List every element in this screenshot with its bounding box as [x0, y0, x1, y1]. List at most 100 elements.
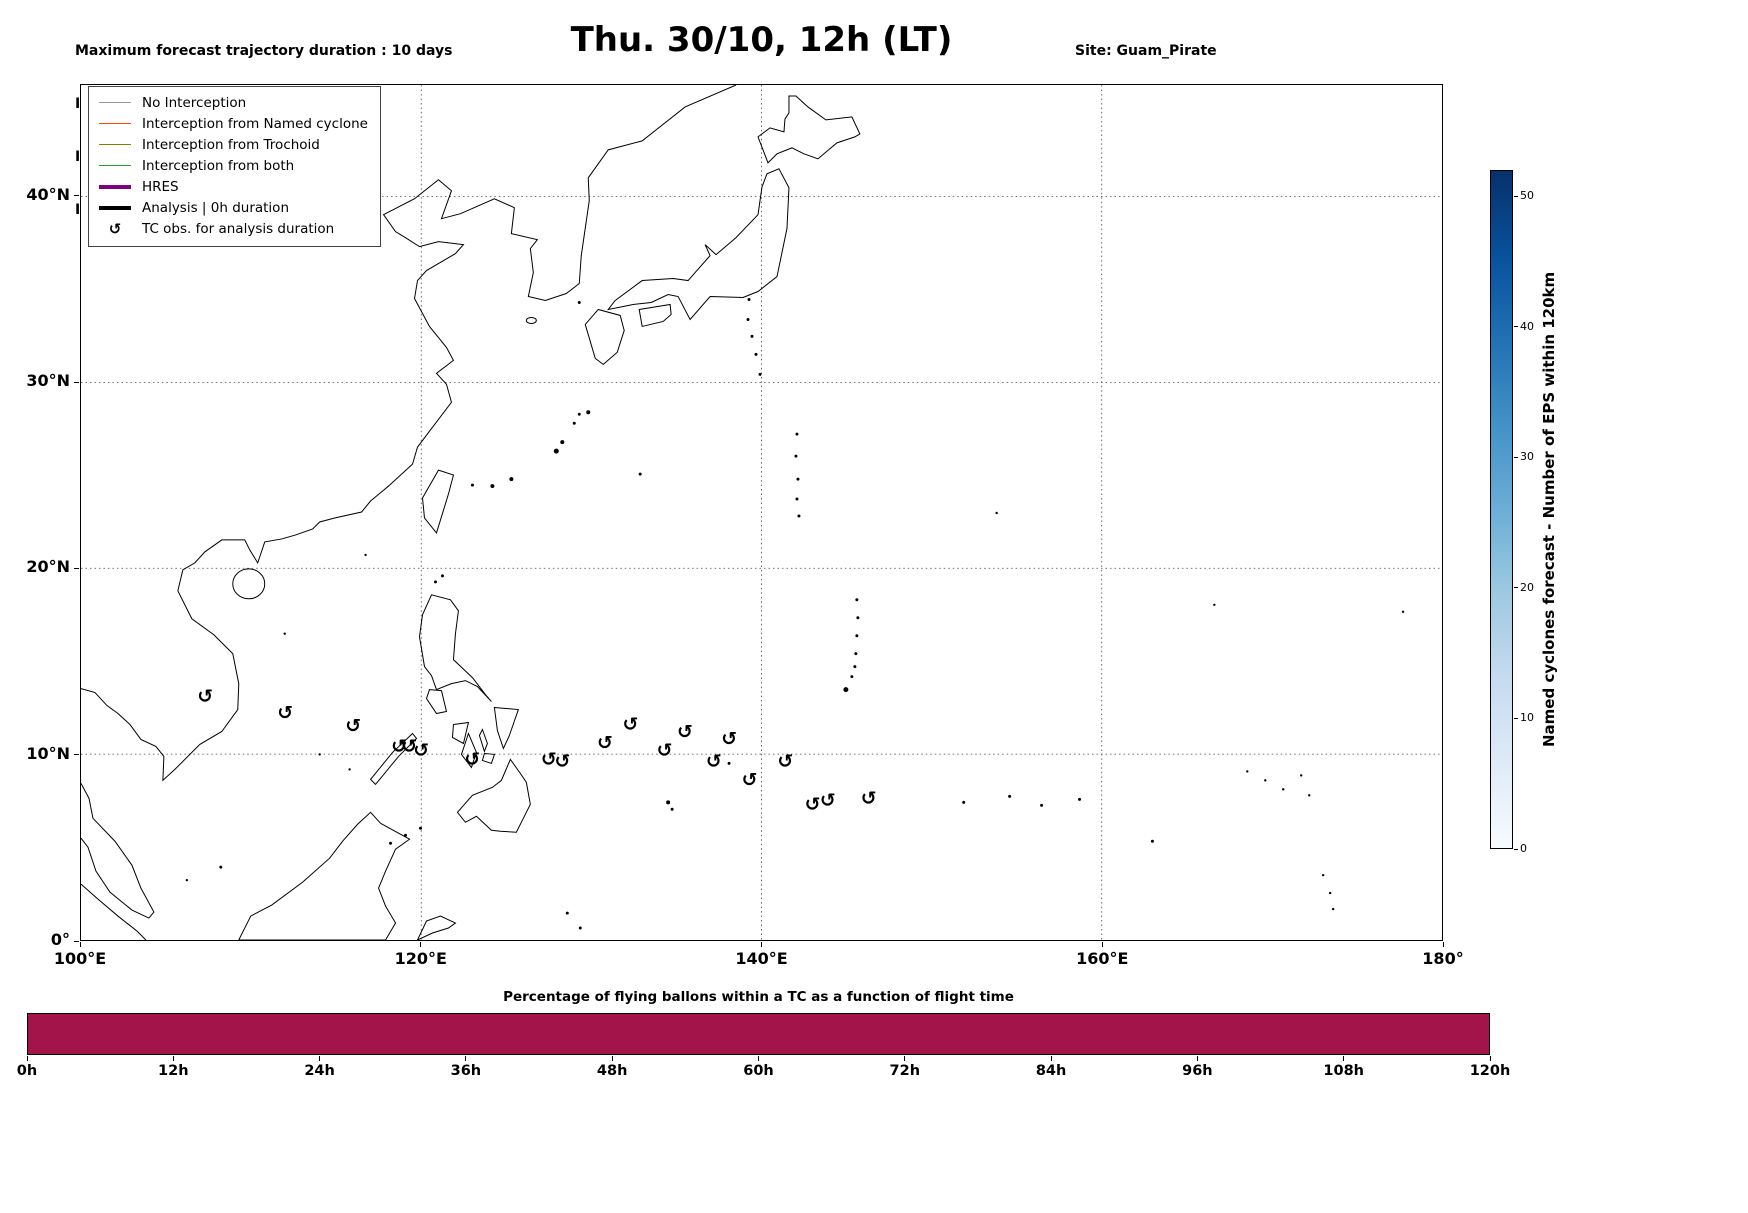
x-tick-mark [1442, 942, 1444, 947]
legend-label: TC obs. for analysis duration [142, 220, 335, 237]
bottom-tick-mark [1489, 1056, 1491, 1061]
tc-obs-marker: ↺ [401, 736, 417, 758]
bottom-tick-mark [904, 1056, 906, 1061]
tc-obs-marker: ↺ [820, 790, 836, 812]
y-tick-label: 20°N [26, 557, 70, 577]
legend-sample [97, 205, 133, 210]
coastline-sumatra [81, 883, 147, 940]
bottom-tick-label: 24h [304, 1063, 335, 1079]
legend-item: HRES [97, 176, 368, 197]
colorbar-tick-mark [1514, 326, 1518, 328]
legend-label: Interception from both [142, 157, 295, 174]
x-tick-label: 140°E [735, 949, 788, 968]
y-tick-label: 30°N [26, 371, 70, 391]
bottom-tick-label: 120h [1469, 1063, 1511, 1079]
colorbar-label: Named cyclones forecast - Number of EPS … [1540, 271, 1558, 748]
coastline-honshu [607, 168, 790, 321]
tc-obs-marker: ↺ [555, 751, 571, 773]
tc-obs-marker: ↺ [277, 702, 293, 724]
legend-sample [97, 123, 133, 124]
legend-line-sample [99, 184, 131, 189]
tc-obs-marker: ↺ [777, 751, 793, 773]
y-tick-mark [74, 754, 79, 756]
map-canvas: ↺↺↺↺↺↺ ↺ ↺↺↺↺↺↺↺↺↺↺↺ ↺ ↺ [81, 85, 1442, 940]
legend-line-sample [99, 144, 131, 145]
coastline-bohol [481, 752, 496, 765]
y-tick-mark [74, 195, 79, 197]
coastline-sulawesi [416, 915, 457, 940]
bottom-tick-label: 0h [16, 1063, 38, 1079]
bottom-tick-mark [1196, 1056, 1198, 1061]
bottom-tick-label: 36h [450, 1063, 482, 1079]
colorbar-tick-label: 20 [1520, 580, 1534, 594]
tc-obs-marker: ↺ [541, 749, 557, 771]
bottom-tick-label: 96h [1182, 1063, 1213, 1079]
coastline-palawan [369, 732, 418, 786]
colorbar-tick-label: 0 [1520, 842, 1527, 855]
colorbar-tick-label: 40 [1520, 319, 1534, 333]
x-tick-mark [79, 942, 81, 947]
param-line-max-duration: Maximum forecast trajectory duration : 1… [75, 42, 453, 59]
legend-item: Interception from Trochoid [97, 134, 368, 155]
x-tick-mark [761, 942, 762, 947]
legend-line-sample [99, 123, 131, 124]
bottom-tick-label: 108h [1323, 1063, 1364, 1079]
x-tick-mark [420, 942, 422, 947]
bottom-tick-label: 84h [1035, 1063, 1067, 1079]
legend-label: Interception from Named cyclone [142, 115, 368, 132]
bottom-tick-mark [465, 1056, 467, 1061]
coastline-cebu [478, 728, 488, 753]
small-islands [185, 298, 1405, 930]
coastline-borneo [238, 811, 411, 940]
coastline-hokkaido [757, 95, 861, 164]
legend-sample [97, 102, 133, 103]
tc-obs-marker: ↺ [197, 686, 213, 708]
tc-obs-marker: ↺ [623, 713, 639, 735]
tc-obs-marker: ↺ [597, 732, 613, 754]
legend-label: HRES [142, 178, 179, 195]
coastline-hainan [232, 568, 266, 600]
balloon-tc-percentage-bar [27, 1013, 1490, 1055]
bottom-tick-mark [319, 1056, 321, 1061]
legend-sample [97, 144, 133, 145]
tc-obs-marker: ↺ [391, 736, 407, 758]
coastline-jeju [525, 316, 537, 324]
y-tick-label: 40°N [26, 184, 70, 204]
tc-obs-marker: ↺ [657, 739, 673, 761]
tc-obs-marker: ↺ [706, 751, 722, 773]
tc-obs-marker: ↺ [345, 715, 361, 737]
legend-line-sample [99, 165, 131, 166]
y-tick-label: 0° [50, 930, 70, 949]
tc-obs-marker: ↺ [464, 749, 480, 771]
legend-label: Analysis | 0h duration [142, 199, 289, 216]
coastline-mindanao [456, 758, 531, 833]
colorbar-tick-label: 50 [1520, 189, 1534, 203]
bottom-tick-mark [1343, 1056, 1345, 1061]
coastline-mindoro [425, 689, 448, 715]
coastline-taiwan [421, 469, 455, 535]
legend-line-sample [99, 102, 131, 103]
tc-obs-marker: ↺ [742, 769, 758, 791]
x-tick-label: 160°E [1076, 949, 1129, 968]
coastline-shikoku [638, 303, 672, 328]
tc-obs-marker: ↺ [721, 728, 737, 750]
bottom-tick-label: 72h [889, 1063, 921, 1079]
bottom-tick-label: 12h [158, 1063, 189, 1079]
y-tick-mark [74, 940, 79, 942]
legend-line-sample [99, 205, 131, 210]
bottom-tick-mark [172, 1056, 174, 1061]
legend-label: Interception from Trochoid [142, 136, 320, 153]
legend-label: No Interception [142, 94, 247, 111]
y-tick-label: 10°N [26, 743, 70, 763]
coastline-kyushu [584, 308, 625, 365]
tc-observation-markers: ↺↺↺↺↺↺ ↺ ↺↺↺↺↺↺↺↺↺↺↺ ↺ ↺ [197, 686, 876, 816]
tc-obs-marker: ↺ [805, 793, 821, 815]
map-axes: ↺ ↺ ↺ ↺ ↺ ↺ ↺ ↺ ↺ ↺ ↺ ↺ ↺ ↺ ↺ ↺ ↺ ↺ ↺ ↺ No Interception Inte… [80, 84, 1443, 941]
bottom-tick-label: 60h [743, 1063, 774, 1079]
colorbar-tick-mark [1514, 456, 1518, 458]
coastlines [81, 85, 1405, 940]
grid-lines [81, 85, 1442, 940]
coastline-negros [460, 732, 477, 769]
meta-line-site: Site: Guam_Pirate [1075, 42, 1217, 59]
